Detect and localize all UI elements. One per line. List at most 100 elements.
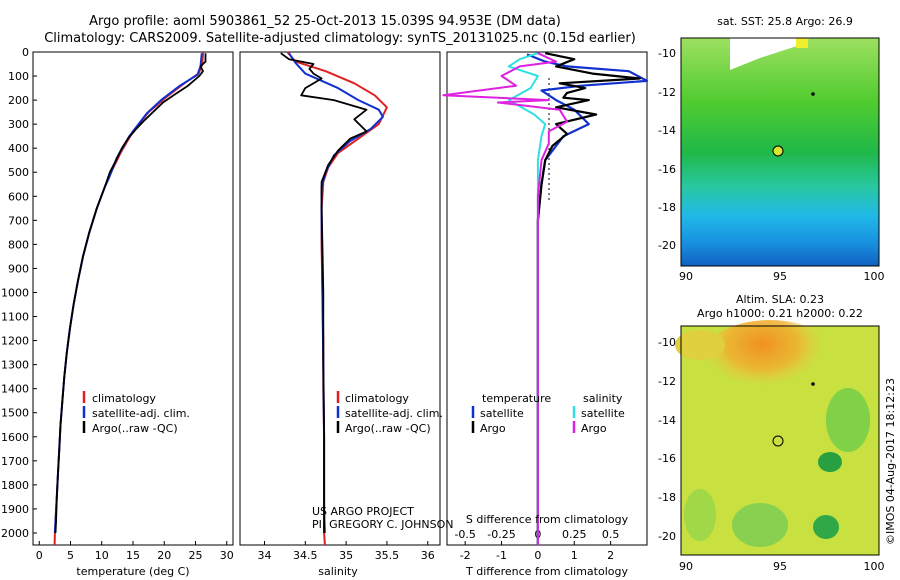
series-line-argo-raw-qc- bbox=[54, 53, 207, 534]
x-tick-label: 20 bbox=[157, 549, 171, 562]
sst-ytick: -14 bbox=[658, 124, 676, 137]
sst-profile-location bbox=[772, 145, 784, 157]
sla-low-anomaly bbox=[826, 388, 870, 452]
legend-argo: Argo(..raw -QC) bbox=[345, 422, 431, 435]
sla-ytick: -20 bbox=[658, 530, 676, 543]
salinity-x-ticks: 34 34.5 35 35.5 36 bbox=[257, 541, 435, 562]
sla-profile-location bbox=[772, 435, 784, 447]
sst-ytick: -16 bbox=[658, 163, 676, 176]
series-line-argo-raw-qc- bbox=[280, 52, 368, 533]
y-tick-label: 1400 bbox=[1, 383, 29, 396]
header-subtitle: Climatology: CARS2009. Satellite-adjuste… bbox=[44, 31, 636, 46]
difference-top-xlabel: S difference from climatology bbox=[466, 513, 629, 526]
sst-ytick: -18 bbox=[658, 201, 676, 214]
sst-marker bbox=[811, 92, 815, 96]
difference-axes-box bbox=[446, 51, 648, 546]
series-line-temperature-argo bbox=[536, 52, 641, 545]
sst-warm-patch bbox=[796, 38, 808, 48]
legend-s-argo: Argo bbox=[581, 422, 607, 435]
y-tick-label: 1200 bbox=[1, 335, 29, 348]
temperature-xlabel: temperature (deg C) bbox=[76, 565, 189, 578]
y-tick-label: 300 bbox=[8, 118, 29, 131]
x-tick-label: 0 bbox=[36, 549, 43, 562]
y-tick-label: 900 bbox=[8, 262, 29, 275]
sst-ytick: -10 bbox=[658, 47, 676, 60]
sla-xtick: 95 bbox=[773, 560, 787, 573]
sla-low-anomaly bbox=[818, 452, 842, 472]
difference-xlabel: T difference from climatology bbox=[465, 565, 628, 578]
y-tick-label: 500 bbox=[8, 166, 29, 179]
sla-low-anomaly bbox=[732, 503, 788, 547]
y-tick-label: 100 bbox=[8, 70, 29, 83]
y-tick-label: 1100 bbox=[1, 311, 29, 324]
legend-t-argo: Argo bbox=[480, 422, 506, 435]
temperature-legend: climatology satellite-adj. clim. Argo(..… bbox=[82, 391, 190, 435]
temperature-x-ticks: 0 5 10 15 20 25 30 bbox=[36, 541, 234, 562]
y-tick-label: 1000 bbox=[1, 286, 29, 299]
imos-watermark: ©IMOS 04-Aug-2017 18:12:23 bbox=[884, 378, 897, 545]
temperature-y-ticks: 0 100 200 300 400 500 600 700 800 900 1000 1100 1200… bbox=[1, 46, 37, 540]
x-tick-label: -1 bbox=[496, 549, 507, 562]
sla-map-frame bbox=[680, 325, 880, 556]
attribution-pi: PI: GREGORY C. JOHNSON bbox=[312, 518, 453, 531]
legend-climatology: climatology bbox=[345, 392, 409, 405]
x-tick-label: 1 bbox=[571, 549, 578, 562]
difference-panel: -2 -1 0 1 2-0.5 -0.25 0 0.25 0.5 temperature sal… bbox=[442, 51, 649, 578]
x-tick-label: 34.5 bbox=[293, 549, 318, 562]
temperature-series bbox=[53, 51, 207, 546]
legend-climatology: climatology bbox=[92, 392, 156, 405]
series-line-satellite-adj-clim- bbox=[288, 52, 384, 534]
temperature-panel: 0100200300400500600700800900100011001200… bbox=[1, 46, 234, 578]
x-tick-label: 0 bbox=[534, 549, 541, 562]
salinity-panel: 34 34.5 35 35.5 36 salinity climatology sate… bbox=[239, 51, 453, 578]
sla-low-anomaly bbox=[813, 515, 839, 539]
sst-xtick: 90 bbox=[679, 270, 693, 283]
x-tick-label: 35 bbox=[339, 549, 353, 562]
x-tick-top-label: 0.25 bbox=[562, 528, 587, 541]
y-tick-label: 2000 bbox=[1, 527, 29, 540]
sst-xtick: 95 bbox=[773, 270, 787, 283]
sst-ytick: -12 bbox=[658, 86, 676, 99]
sla-map-title: Altim. SLA: 0.23 bbox=[736, 293, 824, 306]
legend-satellite: satellite-adj. clim. bbox=[92, 407, 190, 420]
x-tick-label: 34 bbox=[257, 549, 271, 562]
sla-anomaly-patch bbox=[675, 330, 725, 360]
salinity-legend: climatology satellite-adj. clim. Argo(..… bbox=[336, 391, 443, 435]
sst-ytick: -20 bbox=[658, 239, 676, 252]
x-tick-top-label: 0.5 bbox=[602, 528, 620, 541]
y-tick-label: 800 bbox=[8, 238, 29, 251]
y-tick-label: 1600 bbox=[1, 431, 29, 444]
salinity-xlabel: salinity bbox=[318, 565, 358, 578]
sst-cloud-mask bbox=[681, 38, 810, 70]
x-tick-label: 35.5 bbox=[375, 549, 400, 562]
sla-ytick: -12 bbox=[658, 375, 676, 388]
x-tick-label: 15 bbox=[126, 549, 140, 562]
sla-high-anomaly bbox=[690, 320, 850, 430]
series-line-climatology bbox=[53, 51, 204, 546]
sla-xtick: 100 bbox=[864, 560, 885, 573]
y-tick-label: 1700 bbox=[1, 455, 29, 468]
x-tick-label: 25 bbox=[189, 549, 203, 562]
series-line-satellite-adj-clim- bbox=[53, 53, 203, 534]
sla-xtick: 90 bbox=[679, 560, 693, 573]
sla-ytick: -10 bbox=[658, 336, 676, 349]
x-tick-top-label: -0.25 bbox=[487, 528, 515, 541]
sla-map-panel: Altim. SLA: 0.23 Argo h1000: 0.21 h2000:… bbox=[658, 293, 884, 573]
sst-map-panel: sat. SST: 25.8 Argo: 26.9 90 95 100 -10 … bbox=[658, 15, 884, 283]
y-tick-label: 200 bbox=[8, 94, 29, 107]
difference-x-ticks: -2 -1 0 1 2-0.5 -0.25 0 0.25 0.5 bbox=[454, 528, 619, 562]
y-tick-label: 1300 bbox=[1, 359, 29, 372]
difference-series bbox=[442, 52, 649, 545]
y-tick-label: 400 bbox=[8, 142, 29, 155]
x-tick-label: 10 bbox=[95, 549, 109, 562]
legend-title-salinity: salinity bbox=[583, 392, 623, 405]
x-tick-label: -2 bbox=[460, 549, 471, 562]
sst-map-title: sat. SST: 25.8 Argo: 26.9 bbox=[717, 15, 853, 28]
salinity-series bbox=[280, 51, 388, 546]
y-tick-label: 600 bbox=[8, 190, 29, 203]
series-line-climatology bbox=[286, 51, 388, 546]
legend-title-temperature: temperature bbox=[482, 392, 551, 405]
sla-map-subtitle: Argo h1000: 0.21 h2000: 0.22 bbox=[697, 307, 863, 320]
x-tick-label: 30 bbox=[220, 549, 234, 562]
